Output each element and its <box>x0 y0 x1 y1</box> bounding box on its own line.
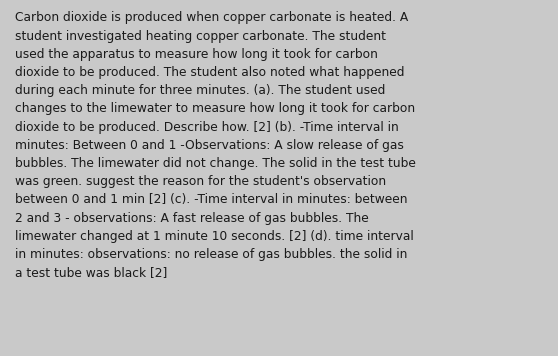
Text: Carbon dioxide is produced when copper carbonate is heated. A
student investigat: Carbon dioxide is produced when copper c… <box>15 11 416 279</box>
